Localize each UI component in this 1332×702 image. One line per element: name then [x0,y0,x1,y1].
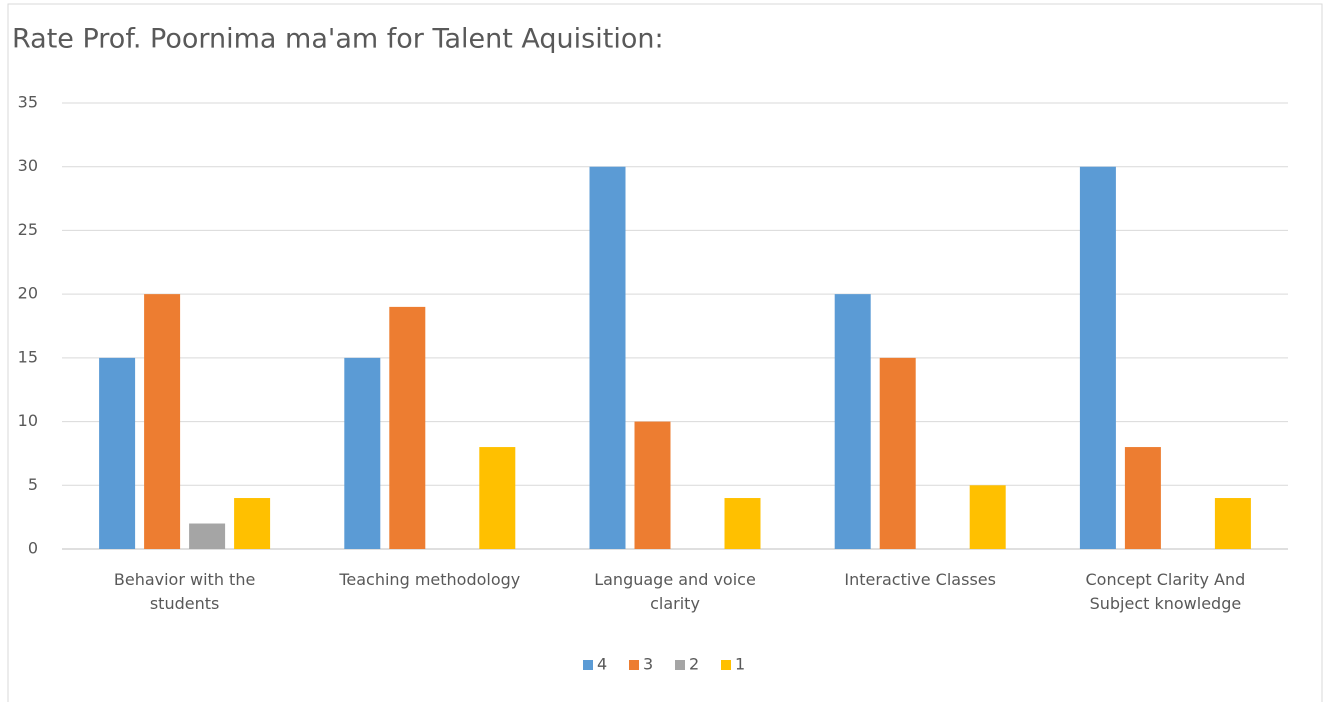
legend-label: 3 [643,655,653,674]
bar [144,294,181,549]
bar [879,357,916,549]
bar [234,498,271,549]
bar [1079,166,1116,549]
chart-border [7,3,1323,702]
bar [589,166,626,549]
bar [479,447,516,549]
legend-label: 2 [689,655,699,674]
y-tick-label: 20 [18,284,38,303]
bar [724,498,761,549]
y-tick-label: 25 [18,220,38,239]
x-tick-label: Language and voice clarity [594,570,756,613]
y-tick-label: 30 [18,156,38,175]
legend-swatch [675,660,685,670]
x-tick-label: Behavior with the students [113,570,256,613]
y-tick-label: 35 [18,93,38,112]
y-tick-label: 15 [18,347,38,366]
bar [1214,498,1251,549]
y-tick-label: 0 [28,539,38,558]
x-tick-label: Teaching methodology [339,570,521,589]
legend-label: 4 [597,655,607,674]
bar [189,523,226,549]
chart-title: Rate Prof. Poornima ma'am for Talent Aqu… [12,24,664,55]
legend-swatch [721,660,731,670]
bar [634,421,671,549]
x-tick-label: Concept Clarity And Subject knowledge [1085,570,1246,613]
bar [1124,447,1161,549]
legend-swatch [629,660,639,670]
y-tick-label: 5 [28,475,38,494]
bar [834,294,871,549]
legend-swatch [583,660,593,670]
bar [344,357,381,549]
bar [99,357,136,549]
x-tick-label: Interactive Classes [844,570,996,589]
bar [969,485,1006,549]
legend-label: 1 [735,655,745,674]
y-tick-label: 10 [18,411,38,430]
bar [389,306,426,549]
